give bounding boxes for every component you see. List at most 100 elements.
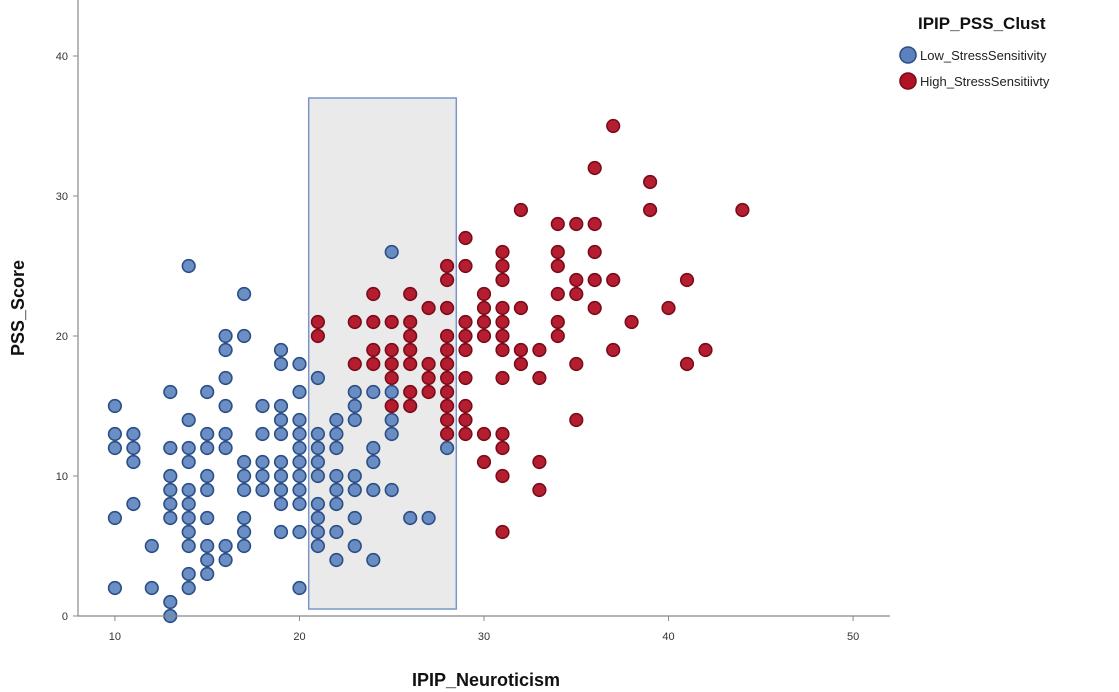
data-point [495, 426, 510, 442]
data-point [218, 538, 233, 554]
data-point [403, 314, 418, 330]
data-point [458, 398, 473, 414]
data-point [107, 510, 122, 526]
data-point [550, 314, 565, 330]
data-point [513, 300, 529, 316]
data-point [642, 174, 658, 190]
data-point [458, 230, 473, 246]
data-point [237, 286, 252, 302]
data-point [440, 272, 455, 288]
data-point [163, 440, 178, 456]
data-point [347, 468, 362, 484]
data-point [273, 468, 289, 484]
data-point [273, 356, 289, 372]
data-point [403, 356, 418, 372]
data-point [366, 552, 381, 568]
data-point [218, 440, 233, 456]
data-point [273, 342, 289, 358]
data-point [587, 272, 602, 288]
data-point [347, 384, 362, 400]
data-point [735, 202, 750, 218]
data-point [181, 524, 196, 540]
data-point [347, 538, 362, 554]
data-point [273, 482, 289, 498]
data-point [237, 454, 252, 470]
data-point [347, 356, 362, 372]
data-point [366, 314, 381, 330]
data-point [421, 370, 436, 386]
x-tick-label: 10 [109, 631, 121, 643]
data-point [569, 412, 584, 428]
data-point [237, 524, 252, 540]
data-point [587, 160, 602, 176]
data-point [126, 440, 141, 456]
data-point [310, 314, 326, 330]
data-point [476, 454, 492, 470]
data-point [347, 482, 362, 498]
data-point [292, 412, 307, 428]
data-point [384, 342, 399, 358]
data-point [218, 328, 233, 344]
data-point [550, 258, 565, 274]
data-point [200, 538, 215, 554]
data-point [292, 482, 307, 498]
data-point [421, 300, 436, 316]
data-point [310, 426, 326, 442]
data-point [440, 342, 455, 358]
data-point [329, 524, 344, 540]
data-point [642, 202, 658, 218]
data-point [513, 356, 529, 372]
data-point [587, 300, 602, 316]
data-point [606, 272, 621, 288]
data-point [458, 258, 473, 274]
data-point [440, 412, 455, 428]
data-point [292, 524, 307, 540]
data-point [495, 524, 510, 540]
data-point [476, 286, 492, 302]
data-point [458, 314, 473, 330]
data-point [495, 440, 510, 456]
data-point [403, 286, 418, 302]
data-point [163, 468, 178, 484]
data-point [329, 552, 344, 568]
data-point [532, 370, 547, 386]
data-point [255, 454, 270, 470]
data-point [310, 538, 326, 554]
data-point [144, 580, 159, 596]
data-point [163, 510, 178, 526]
data-point [310, 496, 326, 512]
data-point [495, 258, 510, 274]
data-point [421, 356, 436, 372]
data-point [292, 496, 307, 512]
data-point [181, 258, 196, 274]
data-point [347, 398, 362, 414]
data-point [606, 342, 621, 358]
data-point [107, 426, 122, 442]
data-point [366, 384, 381, 400]
data-point [200, 426, 215, 442]
data-point [310, 468, 326, 484]
data-point [126, 496, 141, 512]
data-point [310, 370, 326, 386]
data-point [255, 426, 270, 442]
legend-label-high-stress: High_StressSensitiivty [920, 74, 1050, 89]
x-tick-label: 20 [293, 631, 305, 643]
data-point [532, 454, 547, 470]
data-point [495, 244, 510, 260]
data-point [200, 510, 215, 526]
data-point [107, 398, 122, 414]
data-point [200, 566, 215, 582]
data-point [384, 356, 399, 372]
data-point [329, 468, 344, 484]
data-point [366, 286, 381, 302]
data-point [550, 328, 565, 344]
data-point [273, 426, 289, 442]
data-point [458, 370, 473, 386]
data-point [532, 482, 547, 498]
data-point [440, 300, 455, 316]
data-point [495, 314, 510, 330]
data-point [181, 496, 196, 512]
data-point [273, 412, 289, 428]
series-high-stress [310, 118, 750, 540]
data-point [513, 342, 529, 358]
